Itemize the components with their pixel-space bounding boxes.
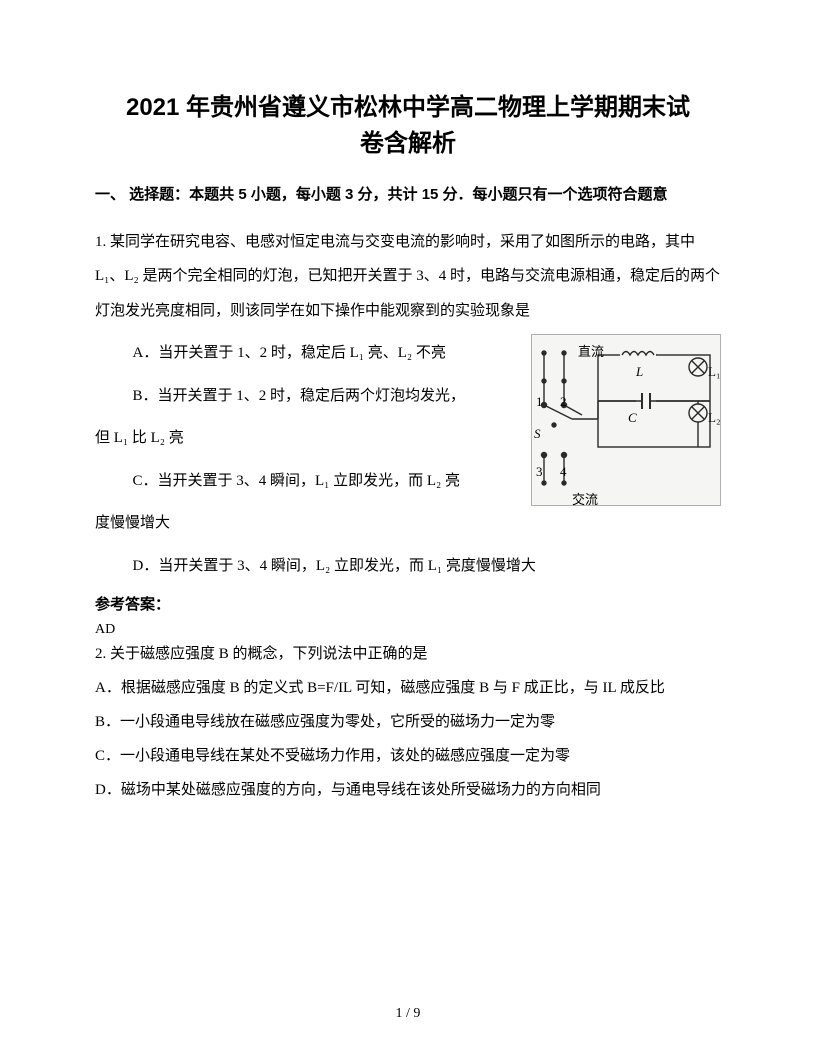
exam-title: 2021 年贵州省遵义市松林中学高二物理上学期期末试 卷含解析 (95, 90, 721, 162)
answer-label: 参考答案： (95, 593, 721, 614)
q1-answer: AD (95, 622, 721, 638)
q1-option-d: D．当开关置于 3、4 瞬间，L₂ 立即发光，而 L₁ 亮度慢慢增大 (95, 549, 721, 584)
q2-option-a: A．根据磁感应强度 B 的定义式 B=F/IL 可知，磁感应强度 B 与 F 成… (95, 676, 721, 700)
q2-option-b: B．一小段通电导线放在磁感应强度为零处，它所受的磁场力一定为零 (95, 710, 721, 734)
circuit-diagram: 直流 交流 S 1 2 3 4 L C L₁ L₂ (531, 334, 721, 506)
title-line-1: 2021 年贵州省遵义市松林中学高二物理上学期期末试 (126, 94, 690, 121)
q1-option-c-p2: 度慢慢增大 (95, 506, 721, 541)
lamp1-label: L₁ (708, 357, 720, 387)
page-number: 1 / 9 (0, 1006, 816, 1022)
q1-stem: 1. 某同学在研究电容、电感对恒定电流与交变电流的影响时，采用了如图所示的电路，… (95, 225, 721, 329)
ac-label: 交流 (572, 485, 598, 515)
q2-stem: 2. 关于磁感应强度 B 的概念，下列说法中正确的是 (95, 642, 721, 666)
terminal-2: 2 (560, 387, 567, 417)
terminal-3: 3 (536, 457, 543, 487)
dc-label: 直流 (578, 337, 604, 367)
section-header: 一、 选择题：本题共 5 小题，每小题 3 分，共计 15 分．每小题只有一个选… (95, 184, 721, 207)
question-1: 1. 某同学在研究电容、电感对恒定电流与交变电流的影响时，采用了如图所示的电路，… (95, 225, 721, 584)
inductor-label: L (636, 357, 643, 387)
switch-label: S (534, 419, 541, 449)
terminal-1: 1 (536, 387, 543, 417)
lamp2-label: L₂ (708, 403, 720, 433)
capacitor-label: C (628, 403, 637, 433)
title-line-2: 卷含解析 (360, 130, 456, 157)
q2-option-d: D．磁场中某处磁感应强度的方向，与通电导线在该处所受磁场力的方向相同 (95, 778, 721, 802)
q2-option-c: C．一小段通电导线在某处不受磁场力作用，该处的磁感应强度一定为零 (95, 744, 721, 768)
terminal-4: 4 (560, 457, 567, 487)
